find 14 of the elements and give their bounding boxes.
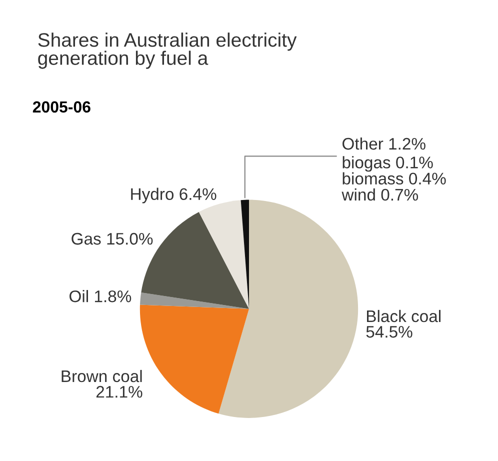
slice-label: Black coal	[367, 310, 440, 322]
slice-label: Hydro 6.4%	[131, 188, 216, 204]
slice-label: Other 1.2%	[342, 137, 426, 150]
slice-label: Oil 1.8%	[70, 290, 132, 302]
text: biogas 0.1% biomass 0.4% wind 0.7%	[342, 156, 446, 201]
pie-slice	[218, 200, 358, 418]
slice-label: Brown coal	[62, 370, 142, 382]
data-label: 54.5%	[366, 326, 412, 338]
pie-slice	[198, 200, 249, 309]
pie-slice	[140, 292, 249, 309]
slice-label: Gas 15.0%	[72, 232, 153, 245]
chart-subtitle: 2005-06	[32, 101, 90, 113]
chart-title: Shares in Australian electricity generation by fuel a	[38, 32, 297, 69]
data-label: 21.1%	[96, 386, 142, 398]
